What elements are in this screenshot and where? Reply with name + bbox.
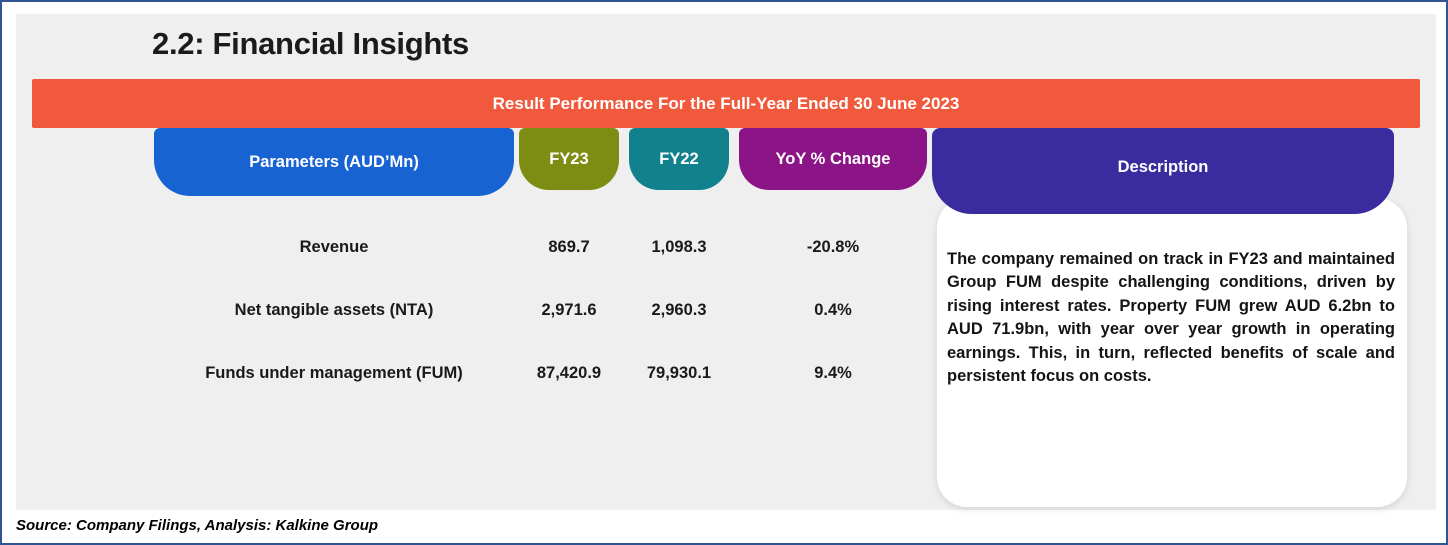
col-header-yoy-change: YoY % Change (739, 128, 927, 190)
row-yoy-value: -20.8% (806, 238, 860, 256)
row-fy23-value: 87,420.9 (536, 364, 602, 382)
row-parameter: Funds under management (FUM) (205, 364, 463, 382)
section-title: 2.2: Financial Insights (152, 26, 469, 61)
col-header-parameters: Parameters (AUD’Mn) (154, 128, 514, 196)
table-row: Funds under management (FUM) 87,420.9 79… (154, 342, 927, 405)
description-text: The company remained on track in FY23 an… (947, 250, 1395, 386)
banner: Result Performance For the Full-Year End… (32, 79, 1420, 128)
financial-table: Revenue 869.7 1,098.3 -20.8% Net tangibl… (154, 216, 927, 405)
source-note: Source: Company Filings, Analysis: Kalki… (16, 517, 379, 534)
table-row: Revenue 869.7 1,098.3 -20.8% (154, 216, 927, 279)
table-row: Net tangible assets (NTA) 2,971.6 2,960.… (154, 279, 927, 342)
row-yoy-value: 0.4% (814, 301, 852, 319)
row-fy23-value: 869.7 (548, 238, 590, 256)
row-fy22-value: 1,098.3 (651, 238, 707, 256)
row-yoy-value: 9.4% (814, 364, 852, 382)
col-header-description: Description (932, 128, 1394, 214)
description-card (937, 198, 1407, 507)
row-parameter: Net tangible assets (NTA) (234, 301, 434, 319)
row-parameter: Revenue (299, 238, 369, 256)
row-fy22-value: 79,930.1 (646, 364, 712, 382)
row-fy23-value: 2,971.6 (541, 301, 597, 319)
col-header-fy23: FY23 (519, 128, 619, 190)
col-header-fy22: FY22 (629, 128, 729, 190)
banner-text: Result Performance For the Full-Year End… (492, 93, 960, 113)
row-fy22-value: 2,960.3 (651, 301, 707, 319)
